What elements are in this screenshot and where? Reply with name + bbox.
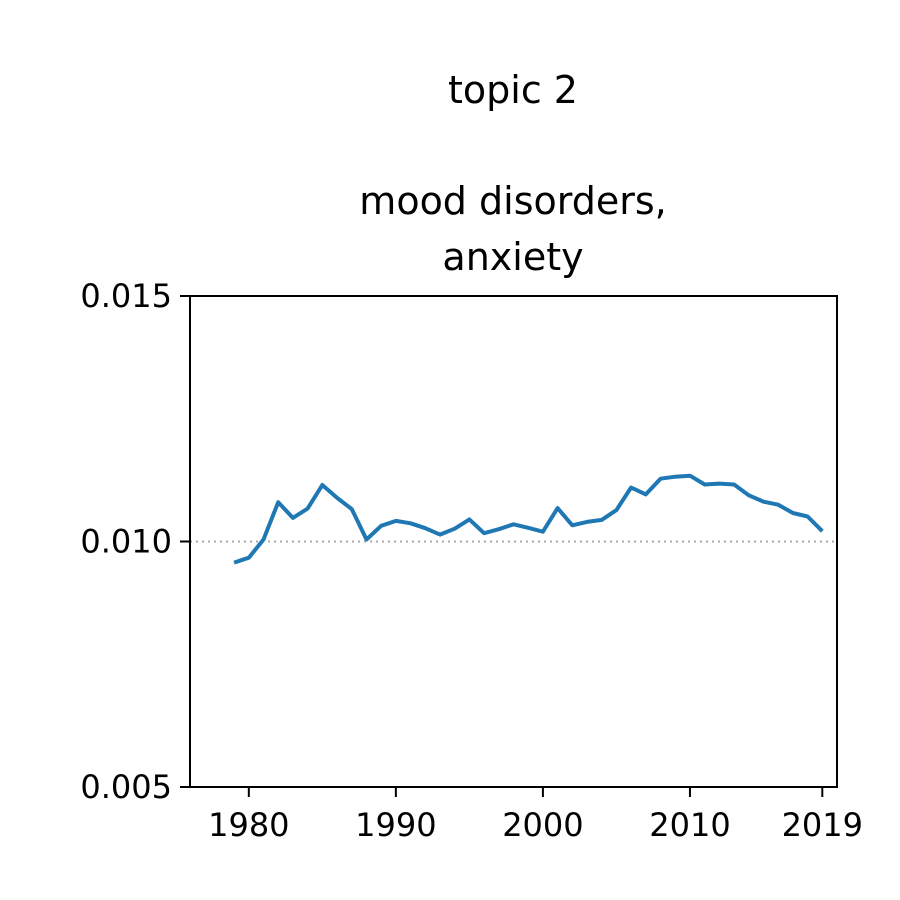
chart-title: topic 2 mood disorders, anxiety [359,68,666,279]
chart-title-line-2: mood disorders, [359,179,666,223]
y-axis: 0.005 0.010 0.015 [80,277,190,806]
y-tick-label: 0.010 [80,523,172,561]
x-tick-label: 1990 [355,806,436,844]
x-tick-label: 1980 [208,806,289,844]
series-line-topic-2 [233,473,824,565]
x-tick-label: 2000 [502,806,583,844]
chart-title-line-3: anxiety [442,235,583,279]
chart-title-line-1: topic 2 [448,68,578,112]
y-tick-label: 0.005 [80,768,172,806]
y-tick-label: 0.015 [80,277,172,315]
x-tick-label: 2019 [782,806,863,844]
x-tick-label: 2010 [649,806,730,844]
x-axis: 1980 1990 2000 2010 2019 [208,787,863,844]
